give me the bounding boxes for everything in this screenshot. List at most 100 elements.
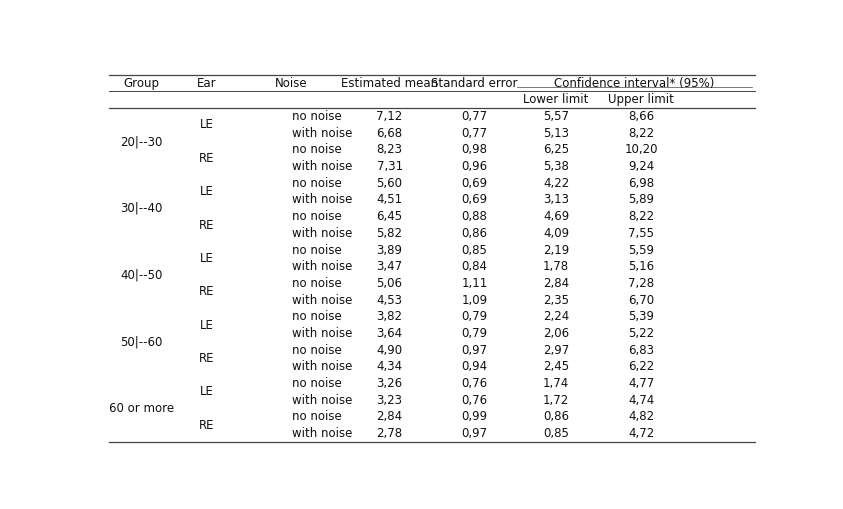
Text: with noise: with noise (292, 260, 352, 273)
Text: with noise: with noise (292, 227, 352, 240)
Text: LE: LE (200, 319, 213, 332)
Text: 6,22: 6,22 (628, 360, 654, 374)
Text: 0,97: 0,97 (461, 427, 487, 440)
Text: Standard error: Standard error (432, 77, 518, 90)
Text: 1,11: 1,11 (461, 277, 487, 290)
Text: 5,89: 5,89 (628, 193, 654, 207)
Text: 5,57: 5,57 (543, 110, 569, 123)
Text: 2,84: 2,84 (543, 277, 569, 290)
Text: with noise: with noise (292, 193, 352, 207)
Text: 0,69: 0,69 (461, 193, 487, 207)
Text: 0,96: 0,96 (461, 160, 487, 173)
Text: Noise: Noise (276, 77, 308, 90)
Text: no noise: no noise (292, 177, 341, 190)
Text: LE: LE (200, 252, 213, 265)
Text: 6,45: 6,45 (377, 210, 403, 223)
Text: 0,98: 0,98 (461, 144, 487, 156)
Text: LE: LE (200, 119, 213, 131)
Text: 2,45: 2,45 (543, 360, 569, 374)
Text: no noise: no noise (292, 110, 341, 123)
Text: 7,55: 7,55 (628, 227, 654, 240)
Text: 7,28: 7,28 (628, 277, 654, 290)
Text: 3,47: 3,47 (377, 260, 403, 273)
Text: 4,51: 4,51 (377, 193, 403, 207)
Text: Lower limit: Lower limit (524, 93, 589, 106)
Text: 40|--50: 40|--50 (120, 269, 163, 281)
Text: no noise: no noise (292, 244, 341, 257)
Text: 3,26: 3,26 (377, 377, 403, 390)
Text: RE: RE (199, 286, 214, 298)
Text: 5,82: 5,82 (377, 227, 403, 240)
Text: RE: RE (199, 352, 214, 365)
Text: no noise: no noise (292, 410, 341, 423)
Text: 3,13: 3,13 (543, 193, 569, 207)
Text: 0,85: 0,85 (462, 244, 487, 257)
Text: 3,23: 3,23 (377, 394, 403, 407)
Text: 2,97: 2,97 (543, 344, 569, 357)
Text: 1,09: 1,09 (461, 294, 487, 306)
Text: 4,74: 4,74 (628, 394, 654, 407)
Text: with noise: with noise (292, 360, 352, 374)
Text: Upper limit: Upper limit (608, 93, 674, 106)
Text: 7,12: 7,12 (377, 110, 403, 123)
Text: no noise: no noise (292, 210, 341, 223)
Text: 5,38: 5,38 (543, 160, 569, 173)
Text: 0,77: 0,77 (461, 110, 487, 123)
Text: no noise: no noise (292, 277, 341, 290)
Text: 0,76: 0,76 (461, 394, 487, 407)
Text: 2,84: 2,84 (377, 410, 403, 423)
Text: 2,78: 2,78 (377, 427, 403, 440)
Text: 4,34: 4,34 (377, 360, 403, 374)
Text: 5,59: 5,59 (628, 244, 654, 257)
Text: RE: RE (199, 419, 214, 432)
Text: 9,24: 9,24 (628, 160, 654, 173)
Text: RE: RE (199, 152, 214, 165)
Text: 5,13: 5,13 (543, 127, 569, 140)
Text: with noise: with noise (292, 394, 352, 407)
Text: 0,99: 0,99 (461, 410, 487, 423)
Text: RE: RE (199, 218, 214, 232)
Text: 0,94: 0,94 (461, 360, 487, 374)
Text: 1,72: 1,72 (543, 394, 569, 407)
Text: 0,86: 0,86 (543, 410, 569, 423)
Text: 7,31: 7,31 (377, 160, 403, 173)
Text: 50|--60: 50|--60 (120, 335, 163, 348)
Text: 30|--40: 30|--40 (120, 202, 163, 215)
Text: 3,64: 3,64 (377, 327, 403, 340)
Text: with noise: with noise (292, 294, 352, 306)
Text: no noise: no noise (292, 377, 341, 390)
Text: 2,24: 2,24 (543, 310, 569, 323)
Text: 6,83: 6,83 (628, 344, 654, 357)
Text: 4,72: 4,72 (628, 427, 654, 440)
Text: 0,77: 0,77 (461, 127, 487, 140)
Text: 0,79: 0,79 (461, 327, 487, 340)
Text: 5,22: 5,22 (628, 327, 654, 340)
Text: 6,68: 6,68 (377, 127, 403, 140)
Text: 5,60: 5,60 (377, 177, 403, 190)
Text: no noise: no noise (292, 310, 341, 323)
Text: 4,90: 4,90 (377, 344, 403, 357)
Text: no noise: no noise (292, 344, 341, 357)
Text: 3,82: 3,82 (377, 310, 403, 323)
Text: 0,76: 0,76 (461, 377, 487, 390)
Text: 0,85: 0,85 (543, 427, 569, 440)
Text: Ear: Ear (196, 77, 217, 90)
Text: 60 or more: 60 or more (109, 402, 174, 415)
Text: 2,35: 2,35 (543, 294, 569, 306)
Text: 0,79: 0,79 (461, 310, 487, 323)
Text: 4,82: 4,82 (628, 410, 654, 423)
Text: 0,84: 0,84 (461, 260, 487, 273)
Text: 20|--30: 20|--30 (120, 135, 163, 148)
Text: 5,39: 5,39 (628, 310, 654, 323)
Text: LE: LE (200, 185, 213, 198)
Text: Estimated mean: Estimated mean (341, 77, 438, 90)
Text: 8,22: 8,22 (628, 127, 654, 140)
Text: 0,97: 0,97 (461, 344, 487, 357)
Text: 0,88: 0,88 (462, 210, 487, 223)
Text: 4,53: 4,53 (377, 294, 403, 306)
Text: 5,16: 5,16 (628, 260, 654, 273)
Text: 8,22: 8,22 (628, 210, 654, 223)
Text: 1,78: 1,78 (543, 260, 569, 273)
Text: 8,23: 8,23 (377, 144, 403, 156)
Text: 0,86: 0,86 (461, 227, 487, 240)
